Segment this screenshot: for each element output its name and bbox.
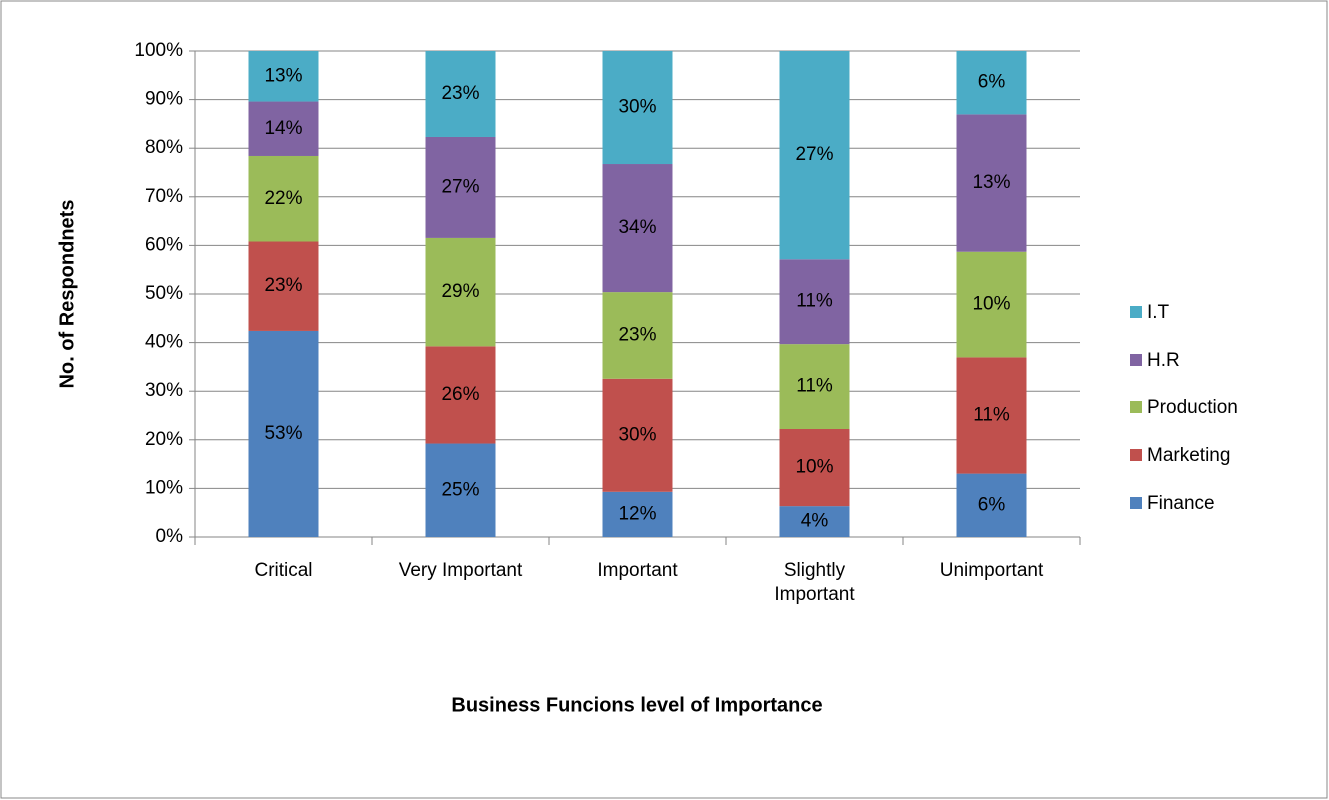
x-tick-label: Very Important xyxy=(398,560,523,581)
x-tick-label: Critical xyxy=(254,560,313,581)
data-label: 13% xyxy=(972,172,1010,193)
y-tick-label: 0% xyxy=(156,526,184,547)
x-axis-title: Business Funcions level of Importance xyxy=(451,694,822,716)
bar-segment xyxy=(779,506,850,537)
bar-segment xyxy=(956,51,1027,115)
data-label: 30% xyxy=(618,97,656,118)
data-label: 25% xyxy=(441,479,479,500)
bar-segment xyxy=(425,346,496,444)
x-tick-label: Important xyxy=(597,560,678,581)
bar-segment xyxy=(956,251,1027,358)
bar-segment xyxy=(248,241,319,331)
bar-segment xyxy=(779,259,850,345)
data-label: 11% xyxy=(796,291,833,312)
data-label: 10% xyxy=(972,294,1010,315)
data-label: 53% xyxy=(264,423,302,444)
bar-segment xyxy=(248,51,319,102)
bar-segment xyxy=(956,473,1027,537)
bar-segment xyxy=(602,491,673,537)
y-tick-label: 100% xyxy=(134,40,183,61)
data-label: 29% xyxy=(441,281,479,302)
data-label: 12% xyxy=(618,503,656,524)
y-tick-label: 10% xyxy=(145,477,183,498)
bar-segment xyxy=(248,101,319,156)
bar-segment xyxy=(602,292,673,379)
bar-segment xyxy=(425,51,496,137)
legend-swatch xyxy=(1130,497,1142,509)
bar-segment xyxy=(956,114,1027,252)
y-tick-label: 60% xyxy=(145,234,183,255)
bar-segment xyxy=(779,429,850,507)
legend-label: Finance xyxy=(1147,493,1215,514)
legend-label: I.T xyxy=(1147,302,1170,323)
legend-swatch xyxy=(1130,354,1142,366)
data-label: 10% xyxy=(795,457,833,478)
bar-segment xyxy=(779,344,850,429)
bar-segment xyxy=(248,330,319,537)
data-label: 23% xyxy=(618,324,656,345)
data-label: 27% xyxy=(441,176,479,197)
y-tick-label: 20% xyxy=(145,429,183,450)
legend-label: Production xyxy=(1147,397,1238,418)
legend-swatch xyxy=(1130,306,1142,318)
data-label: 27% xyxy=(795,144,833,165)
x-tick-label: Unimportant xyxy=(939,560,1044,581)
bar-segment xyxy=(602,378,673,492)
data-label: 6% xyxy=(978,494,1006,515)
bar-segment xyxy=(779,51,850,260)
legend-label: Marketing xyxy=(1147,445,1230,466)
x-tick-label: Slightly Important xyxy=(774,560,855,605)
bar-segment xyxy=(425,443,496,537)
data-label: 34% xyxy=(618,217,656,238)
data-label: 22% xyxy=(264,188,302,209)
y-axis-title: No. of Respondnets xyxy=(56,200,78,389)
bar-segment xyxy=(425,237,496,347)
y-tick-label: 40% xyxy=(145,332,183,353)
bar-segment xyxy=(602,164,673,293)
bar-segment xyxy=(602,51,673,165)
y-tick-label: 30% xyxy=(145,380,183,401)
data-label: 26% xyxy=(441,384,479,405)
data-label: 23% xyxy=(264,275,302,296)
data-label: 23% xyxy=(441,83,479,104)
data-label: 11% xyxy=(796,376,833,397)
data-label: 13% xyxy=(264,65,302,86)
data-label: 4% xyxy=(801,511,829,532)
data-label: 14% xyxy=(264,118,302,139)
legend-swatch xyxy=(1130,449,1142,461)
y-tick-label: 90% xyxy=(145,89,183,110)
data-label: 6% xyxy=(978,72,1006,93)
bar-segment xyxy=(956,357,1027,474)
y-tick-label: 70% xyxy=(145,186,183,207)
y-tick-label: 80% xyxy=(145,137,183,158)
data-label: 11% xyxy=(973,405,1010,426)
data-label: 30% xyxy=(618,424,656,445)
bar-segment xyxy=(248,155,319,242)
bar-segment xyxy=(425,136,496,238)
legend-swatch xyxy=(1130,401,1142,413)
y-tick-label: 50% xyxy=(145,283,183,304)
legend-label: H.R xyxy=(1147,350,1180,371)
